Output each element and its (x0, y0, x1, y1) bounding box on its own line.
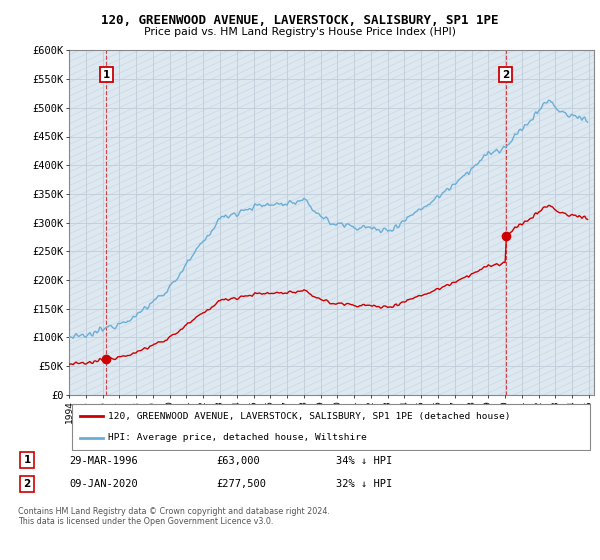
Text: Contains HM Land Registry data © Crown copyright and database right 2024.
This d: Contains HM Land Registry data © Crown c… (18, 507, 330, 526)
Text: HPI: Average price, detached house, Wiltshire: HPI: Average price, detached house, Wilt… (109, 433, 367, 442)
Text: £63,000: £63,000 (216, 456, 260, 466)
Text: 34% ↓ HPI: 34% ↓ HPI (336, 456, 392, 466)
Text: 2: 2 (502, 69, 509, 80)
Text: 1: 1 (103, 69, 110, 80)
Text: £277,500: £277,500 (216, 479, 266, 489)
Text: 120, GREENWOOD AVENUE, LAVERSTOCK, SALISBURY, SP1 1PE: 120, GREENWOOD AVENUE, LAVERSTOCK, SALIS… (101, 14, 499, 27)
Text: 29-MAR-1996: 29-MAR-1996 (69, 456, 138, 466)
Text: 09-JAN-2020: 09-JAN-2020 (69, 479, 138, 489)
FancyBboxPatch shape (71, 404, 590, 450)
Text: Price paid vs. HM Land Registry's House Price Index (HPI): Price paid vs. HM Land Registry's House … (144, 27, 456, 37)
Text: 32% ↓ HPI: 32% ↓ HPI (336, 479, 392, 489)
Text: 120, GREENWOOD AVENUE, LAVERSTOCK, SALISBURY, SP1 1PE (detached house): 120, GREENWOOD AVENUE, LAVERSTOCK, SALIS… (109, 412, 511, 421)
Text: 2: 2 (23, 479, 31, 489)
Text: 1: 1 (23, 455, 31, 465)
